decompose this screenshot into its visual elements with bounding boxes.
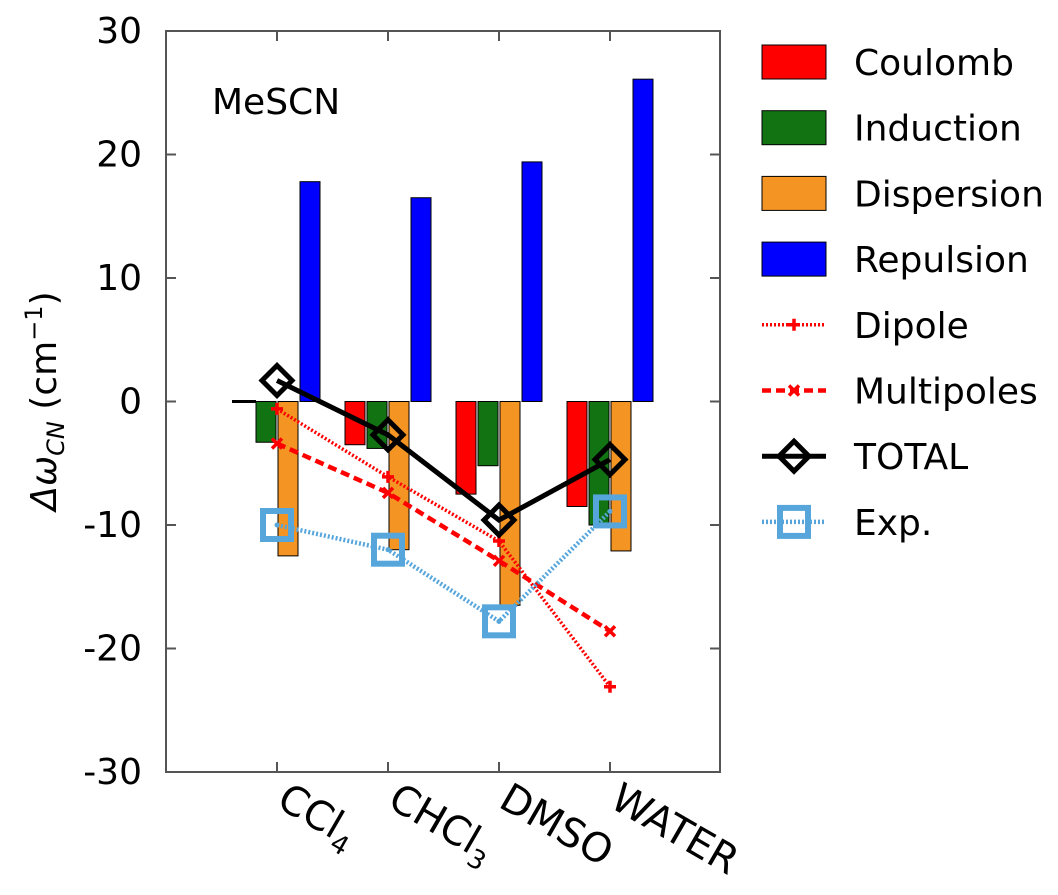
y-axis-title: ΔωCN (cm−1) (20, 291, 70, 513)
point-exp (593, 494, 627, 529)
y-tick-label: 0 (119, 382, 142, 423)
x-category-label: CHCl3 (378, 775, 503, 878)
legend-label: Coulomb (854, 43, 1014, 84)
legend-label: Multipoles (854, 372, 1038, 413)
legend-label: Repulsion (854, 240, 1029, 281)
legend-label: TOTAL (853, 437, 968, 478)
legend-label: Dipole (854, 306, 969, 347)
legend-swatch-coulomb (761, 44, 827, 80)
point-multipoles (270, 437, 284, 450)
bar-repulsion (299, 181, 321, 402)
y-axis-label: ΔωCN (cm−1) (20, 291, 70, 513)
line-multipoles (276, 441, 612, 634)
legend: Coulomb Induction Dispersion Repulsion Dipol… (761, 43, 1044, 544)
x-category-label: DMSO (492, 775, 621, 876)
point-total (369, 416, 407, 454)
bars-group (232, 78, 654, 606)
line-total (275, 378, 612, 524)
legend-label: Dispersion (854, 174, 1044, 215)
bar-induction (477, 401, 499, 467)
point-center-exp (496, 618, 502, 624)
bar-induction (255, 401, 277, 443)
bar-coulomb (566, 401, 588, 507)
x-category-label: CCl4 (267, 775, 366, 863)
y-axis: 30 20 10 0 -10 -20 -30 (83, 11, 720, 793)
point-multipoles (381, 486, 395, 500)
point-exp (482, 604, 516, 639)
legend-swatch-dispersion (761, 175, 827, 211)
bar-dispersion (610, 401, 632, 552)
point-total (591, 441, 629, 479)
point-dipole (271, 402, 283, 415)
point-exp (371, 532, 405, 567)
point-exp (260, 508, 294, 542)
legend-swatch-induction (761, 110, 827, 146)
bar-repulsion (410, 197, 432, 402)
legend-label: Induction (854, 109, 1022, 150)
line-dipole (276, 407, 612, 688)
y-tick-label: 10 (96, 258, 142, 299)
bar-coulomb (455, 401, 477, 495)
legend-label: Exp. (854, 503, 932, 544)
legend-marker-dipole (788, 318, 800, 331)
chart-annotation: MeSCN (212, 82, 340, 123)
point-center-exp (274, 522, 280, 528)
y-tick-label: -20 (83, 629, 142, 670)
point-dipole (604, 680, 616, 693)
bar-repulsion (632, 78, 654, 402)
point-multipoles (492, 554, 506, 568)
point-total (480, 501, 518, 539)
legend-marker-exp (777, 504, 811, 539)
point-total (258, 361, 296, 400)
bar-repulsion (521, 161, 543, 402)
x-category-label: WATER (603, 775, 746, 884)
point-multipoles (603, 624, 617, 638)
legend-swatch-repulsion (761, 241, 827, 277)
y-tick-label: -10 (83, 505, 142, 546)
legend-marker-multipoles (787, 384, 801, 397)
y-tick-label: -30 (83, 752, 142, 793)
point-dipole (382, 470, 394, 483)
line-exp (276, 509, 612, 625)
point-center-exp (385, 547, 391, 553)
y-tick-label: 20 (96, 135, 142, 176)
lines-group (258, 361, 629, 693)
point-center-exp (607, 508, 613, 514)
y-tick-label: 30 (96, 11, 142, 52)
legend-marker-total (775, 437, 813, 475)
